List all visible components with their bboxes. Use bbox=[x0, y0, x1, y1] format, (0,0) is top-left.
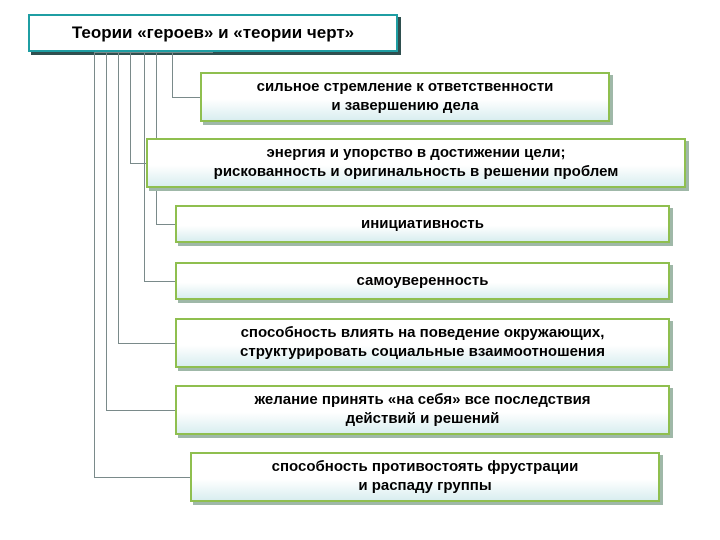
title-box: Теории «героев» и «теории черт» bbox=[28, 14, 398, 52]
trait-item-text: энергия и упорство в достижении цели;рис… bbox=[146, 138, 686, 188]
trait-item: способность влиять на поведение окружающ… bbox=[175, 318, 670, 368]
connector-vertical bbox=[118, 52, 119, 343]
trait-item: энергия и упорство в достижении цели;рис… bbox=[146, 138, 686, 188]
connector-top-h bbox=[94, 52, 213, 53]
trait-item: способность противостоять фрустрациии ра… bbox=[190, 452, 660, 502]
connector-vertical bbox=[172, 52, 173, 97]
connector-vertical bbox=[130, 52, 131, 163]
trait-item: инициативность bbox=[175, 205, 670, 243]
trait-item: сильное стремление к ответственностии за… bbox=[200, 72, 610, 122]
connector-vertical bbox=[106, 52, 107, 410]
connector-bottom-h bbox=[94, 477, 190, 478]
title-text: Теории «героев» и «теории черт» bbox=[28, 14, 398, 52]
trait-item-text: сильное стремление к ответственностии за… bbox=[200, 72, 610, 122]
trait-item: самоуверенность bbox=[175, 262, 670, 300]
connector-vertical bbox=[144, 52, 145, 281]
trait-item: желание принять «на себя» все последстви… bbox=[175, 385, 670, 435]
connector-vertical bbox=[94, 52, 95, 477]
connector-bottom-h bbox=[118, 343, 175, 344]
trait-item-text: способность влиять на поведение окружающ… bbox=[175, 318, 670, 368]
trait-item-text: инициативность bbox=[175, 205, 670, 243]
connector-bottom-h bbox=[156, 224, 175, 225]
connector-bottom-h bbox=[144, 281, 175, 282]
trait-item-text: способность противостоять фрустрациии ра… bbox=[190, 452, 660, 502]
trait-item-text: желание принять «на себя» все последстви… bbox=[175, 385, 670, 435]
connector-bottom-h bbox=[172, 97, 200, 98]
connector-bottom-h bbox=[106, 410, 175, 411]
trait-item-text: самоуверенность bbox=[175, 262, 670, 300]
